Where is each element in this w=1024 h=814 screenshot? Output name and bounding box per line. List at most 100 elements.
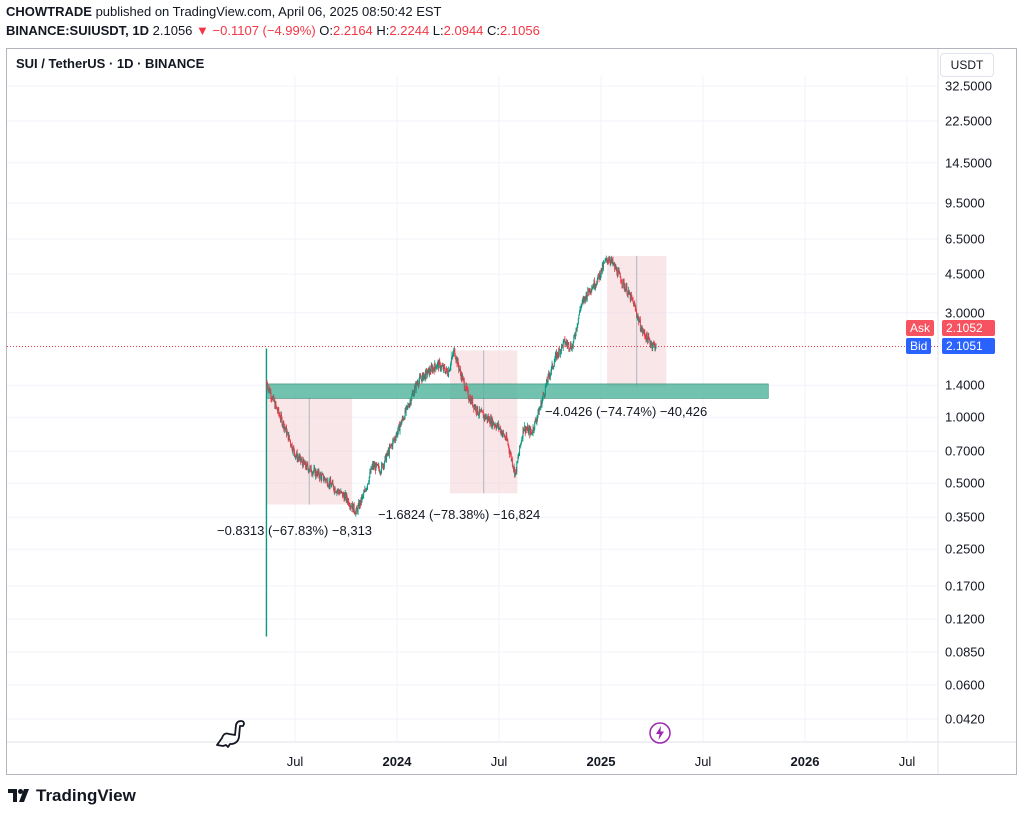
candle-body (600, 274, 602, 278)
candle (651, 340, 652, 346)
candle-body (362, 495, 364, 497)
candle-body (471, 398, 473, 404)
candle (299, 453, 301, 460)
candle (391, 443, 393, 447)
candle-body (461, 373, 462, 379)
candle-body (611, 259, 613, 263)
candle (273, 399, 275, 403)
candle (331, 482, 333, 488)
candle-body (462, 377, 464, 380)
candle (436, 365, 438, 368)
candle (430, 362, 432, 373)
candle (649, 338, 651, 346)
candle (380, 470, 382, 476)
candle-body (414, 384, 416, 388)
candle (457, 356, 459, 365)
candle-body (464, 389, 466, 391)
candle-body (403, 418, 405, 420)
candle (330, 476, 332, 484)
candle (615, 265, 617, 272)
candle (549, 373, 551, 381)
candle (281, 416, 283, 427)
currency-unit-button[interactable]: USDT (940, 53, 994, 77)
candle-body (450, 359, 452, 363)
candle-body (507, 440, 509, 445)
candle-body (299, 455, 301, 457)
candle-body (422, 372, 424, 376)
candle-body (632, 300, 634, 302)
candle (278, 406, 280, 417)
time-tick-label: Jul (898, 754, 916, 769)
candle (300, 458, 302, 463)
candle-body (374, 465, 376, 471)
candle-body (603, 262, 605, 264)
candle-body (373, 464, 375, 468)
candle (559, 348, 561, 357)
candle (289, 439, 291, 443)
candle (312, 470, 314, 475)
candle (528, 426, 530, 436)
candle (350, 503, 352, 510)
candle-body (371, 467, 372, 470)
candle-body (464, 388, 466, 390)
candle (621, 279, 623, 289)
candle-body (615, 265, 617, 270)
candle-body (528, 427, 530, 430)
candle-body (383, 464, 385, 467)
candle (497, 420, 499, 431)
candle (350, 502, 352, 508)
candle (415, 380, 417, 393)
candle (536, 415, 538, 426)
candle (395, 432, 397, 442)
candle-body (639, 319, 641, 330)
candle-body (427, 369, 429, 374)
candle-body (467, 390, 469, 399)
candle (346, 493, 348, 503)
candle-body (290, 444, 292, 447)
candle (628, 286, 630, 294)
candle-body (414, 387, 415, 393)
candle-body (387, 450, 389, 454)
candle (415, 381, 417, 394)
candle (552, 363, 554, 370)
candle (314, 467, 316, 477)
candle (374, 462, 376, 475)
candle-body (284, 427, 286, 430)
candle (340, 490, 342, 494)
tradingview-logo[interactable]: TradingView (8, 786, 136, 806)
candle (646, 331, 648, 341)
bid-value: 2.1051 (942, 338, 995, 354)
candle (362, 493, 364, 500)
candle (413, 390, 415, 397)
candle (381, 461, 383, 474)
candle (342, 492, 344, 497)
candle-body (505, 435, 507, 440)
candle (319, 474, 320, 482)
candle-body (269, 392, 271, 394)
candle-body (352, 503, 354, 512)
candle (409, 397, 411, 408)
candle (544, 392, 546, 398)
chart-frame[interactable] (6, 48, 1017, 775)
dino-icon[interactable] (214, 718, 246, 753)
candle-body (646, 332, 647, 341)
candle (647, 332, 649, 344)
candle-body (645, 337, 647, 341)
candle (644, 335, 646, 340)
candle (412, 389, 414, 397)
candle-body (454, 348, 456, 357)
candle-body (336, 490, 338, 493)
candle-body (546, 380, 547, 386)
candle (522, 426, 524, 442)
candle (337, 488, 339, 494)
candle (589, 288, 590, 293)
candle (443, 364, 445, 374)
candle (347, 498, 349, 506)
candle (492, 419, 494, 430)
candle (596, 283, 598, 287)
candle (479, 408, 481, 414)
candle (357, 507, 358, 515)
lightning-icon[interactable] (649, 722, 671, 749)
candle (575, 327, 577, 337)
